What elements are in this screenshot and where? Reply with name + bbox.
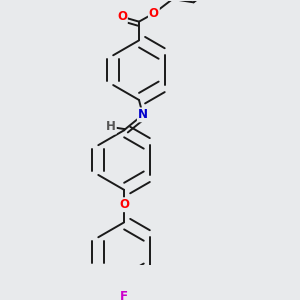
Text: F: F <box>120 290 128 300</box>
Text: N: N <box>138 108 148 121</box>
Text: O: O <box>119 198 129 211</box>
Text: H: H <box>106 121 116 134</box>
Text: O: O <box>149 7 159 20</box>
Text: O: O <box>117 10 127 23</box>
